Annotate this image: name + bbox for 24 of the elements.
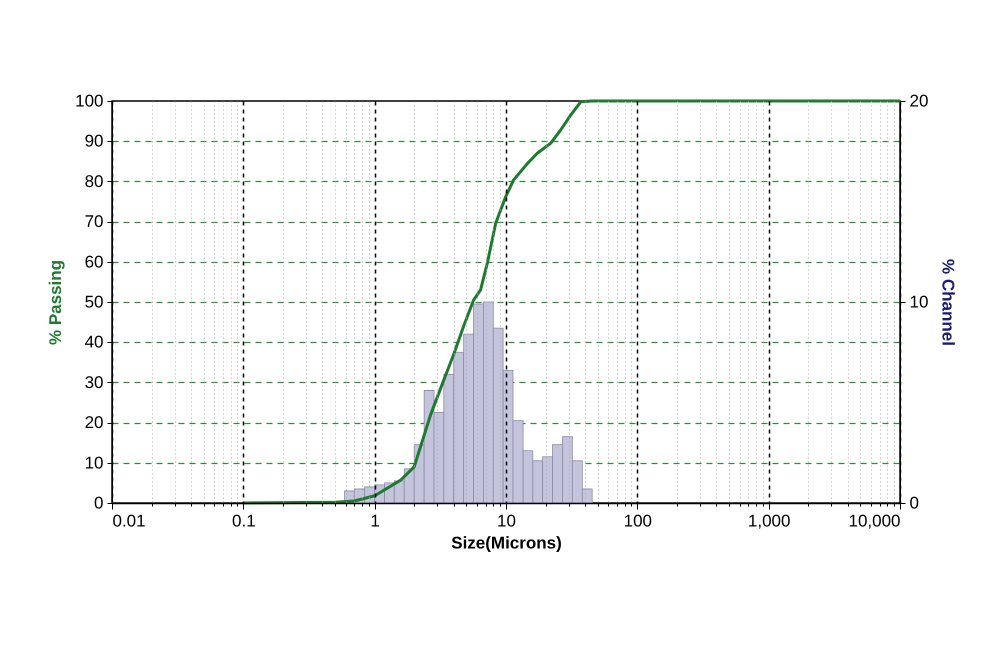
y2-tick-label: 0	[910, 494, 919, 512]
x-tick-label: 1	[370, 512, 380, 530]
y-tick-label: 10	[84, 453, 104, 472]
x-tick-label: 10	[497, 512, 516, 530]
x-tick-label: 0.01	[112, 512, 146, 530]
y2-axis-title: % Channel	[938, 259, 958, 346]
y-tick-label: 30	[84, 372, 104, 392]
y-tick-label: 20	[84, 413, 104, 432]
x-tick-label: 10,000	[848, 512, 900, 530]
y2-tick-label: 20	[910, 92, 928, 110]
x-tick-label: 100	[624, 512, 652, 530]
y-tick-label: 90	[84, 132, 104, 151]
x-tick-label: 1,000	[748, 512, 790, 530]
x-tick-label: 0.1	[232, 512, 256, 530]
y-tick-label: 80	[84, 172, 104, 191]
y2-tick-label: 10	[910, 292, 928, 312]
y-tick-label: 70	[84, 212, 104, 232]
y-tick-label: 60	[84, 252, 104, 272]
x-axis-title: Size(Microns)	[451, 534, 562, 552]
y-tick-label: 0	[94, 494, 104, 512]
y-tick-label: 50	[84, 292, 104, 312]
y-tick-label: 100	[75, 92, 104, 110]
y-tick-label: 40	[84, 332, 104, 352]
y-axis-title: % Passing	[46, 260, 66, 346]
